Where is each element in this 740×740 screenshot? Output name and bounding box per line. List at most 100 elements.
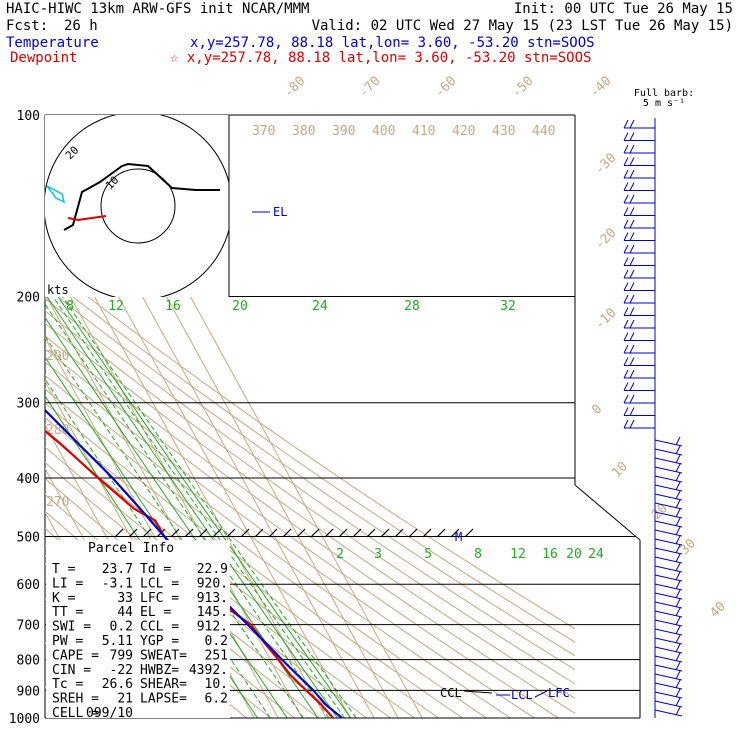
parcel-key: TT = bbox=[52, 605, 83, 620]
mixing-label-24: 24 bbox=[312, 299, 328, 314]
mixing-label-2: 2 bbox=[336, 547, 344, 562]
wind-barb-flag bbox=[675, 481, 681, 491]
barb-legend-unit: 5 m s⁻¹ bbox=[643, 98, 685, 109]
parcel-value: 10. bbox=[205, 677, 228, 692]
parcel-info-panel: Parcel Info T = 23.7 Td = 22.9 LI = -3.1 LCL =… bbox=[46, 540, 230, 721]
hodograph-unit-label: kts bbox=[47, 283, 69, 297]
wind-barb-flag bbox=[629, 169, 635, 179]
parcel-value: 099/10 bbox=[86, 706, 133, 721]
wind-barb-flag bbox=[675, 679, 681, 689]
wind-barb bbox=[654, 655, 683, 663]
wind-barb-flag bbox=[623, 157, 629, 166]
theta-label-290: 290 bbox=[46, 349, 69, 364]
wind-barb-flag bbox=[623, 194, 629, 204]
mixing-label-16: 16 bbox=[165, 299, 181, 314]
parcel-key: LFC = bbox=[140, 591, 179, 606]
marker-label-lfc: LFC bbox=[548, 686, 570, 700]
theta-label-410: 410 bbox=[412, 124, 435, 139]
hatch-mark bbox=[212, 528, 222, 538]
wind-barb bbox=[654, 628, 683, 636]
wind-barb-flag bbox=[623, 169, 629, 179]
parcel-key: K = bbox=[52, 591, 76, 606]
wind-barb-flag bbox=[675, 499, 681, 509]
wind-barb-flag bbox=[629, 319, 635, 329]
wind-barb-flag bbox=[675, 526, 681, 536]
wind-barb-flag bbox=[623, 282, 629, 291]
mixing-label-12: 12 bbox=[108, 299, 124, 314]
marker-label-el: EL bbox=[273, 205, 287, 219]
wind-barb bbox=[654, 583, 683, 591]
marker-tick-lfc bbox=[534, 690, 548, 698]
hatch-mark bbox=[366, 528, 376, 538]
isotherm-label--10: -10 bbox=[592, 306, 619, 333]
legend-temperature-info: x,y=257.78, 88.18 lat,lon= 3.60, -53.20 … bbox=[190, 35, 595, 51]
hodograph-storm-motion bbox=[67, 215, 107, 222]
hodograph-cyan-trace bbox=[46, 185, 66, 204]
pressure-label-800: 800 bbox=[17, 654, 40, 669]
hatch-mark bbox=[142, 528, 152, 538]
dry-adiabat-line bbox=[45, 402, 463, 718]
wind-barb-flag bbox=[675, 589, 681, 599]
wind-barb-flag bbox=[623, 407, 629, 416]
wind-barb-flag bbox=[675, 508, 681, 518]
parcel-key: LI = bbox=[52, 576, 83, 591]
pressure-label-500: 500 bbox=[17, 530, 40, 545]
wind-barb-flag bbox=[623, 369, 629, 379]
isotherm-labels: -80 -70 -60 -50 -40 -30 -20 -10 0 10 20 30 40 bbox=[281, 74, 729, 621]
pressure-label-900: 900 bbox=[17, 684, 40, 699]
isotherm-label--70: -70 bbox=[356, 74, 383, 101]
wind-barb-flag bbox=[623, 382, 629, 391]
parcel-key: CAPE = bbox=[52, 648, 99, 663]
parcel-value: 912. bbox=[197, 620, 228, 635]
theta-label-370: 370 bbox=[252, 124, 275, 139]
hatch-mark bbox=[338, 528, 348, 538]
wind-barb bbox=[654, 466, 683, 474]
mixing-label-3: 3 bbox=[374, 547, 382, 562]
mixing-label-12: 12 bbox=[510, 547, 526, 562]
parcel-value: 5.11 bbox=[102, 634, 133, 649]
parcel-value: 920. bbox=[197, 576, 228, 591]
parcel-key: LCL = bbox=[140, 576, 179, 591]
theta-label-280: 280 bbox=[46, 423, 69, 438]
hatch-mark bbox=[422, 528, 432, 538]
wind-barb-flag bbox=[629, 182, 635, 191]
isotherm-label--40: -40 bbox=[587, 74, 614, 101]
wind-barb bbox=[654, 565, 683, 573]
parcel-key: CCL = bbox=[140, 620, 179, 635]
parcel-value: -3.1 bbox=[102, 576, 133, 591]
isotherm-label-0: 0 bbox=[589, 402, 605, 418]
hatch-mark bbox=[450, 528, 460, 538]
hatch-mark bbox=[324, 528, 334, 538]
wind-barb-flag bbox=[675, 652, 681, 662]
dewpoint-line bbox=[45, 429, 334, 718]
wind-barb bbox=[654, 556, 683, 564]
wind-barb-flag bbox=[623, 182, 629, 191]
parcel-value: 33 bbox=[117, 591, 133, 606]
wind-barb bbox=[654, 502, 683, 510]
wind-barb-flag bbox=[675, 571, 681, 581]
wind-barb-flag bbox=[675, 472, 681, 482]
dry-adiabat-line bbox=[45, 322, 575, 700]
wind-barb-flag bbox=[675, 706, 681, 716]
isotherm-line bbox=[0, 115, 14, 718]
wind-barb bbox=[654, 673, 683, 681]
hodograph-trace bbox=[63, 162, 220, 231]
wind-barb-flag bbox=[675, 697, 681, 707]
theta-labels: 370 380 390 400 410 420 430 440 290 280 270 bbox=[46, 124, 555, 510]
isotherm-label-10: 10 bbox=[609, 459, 631, 481]
hatch-mark bbox=[114, 528, 124, 538]
hatch-mark bbox=[198, 528, 208, 538]
parcel-info-background bbox=[46, 540, 230, 718]
wind-barb bbox=[654, 484, 683, 492]
dry-adiabat-line bbox=[45, 361, 535, 718]
wind-barb-flag bbox=[623, 394, 629, 404]
wind-barb bbox=[654, 547, 683, 555]
wind-barb-flag bbox=[629, 257, 635, 266]
wind-barb-flag bbox=[629, 132, 635, 141]
wind-barb-flag bbox=[629, 357, 635, 366]
wind-barb-flag bbox=[629, 407, 635, 416]
mixing-label-24: 24 bbox=[588, 547, 604, 562]
parcel-value: 6.2 bbox=[205, 692, 228, 707]
marker-tick-ccl bbox=[463, 690, 493, 694]
parcel-key: CIN = bbox=[52, 663, 91, 678]
